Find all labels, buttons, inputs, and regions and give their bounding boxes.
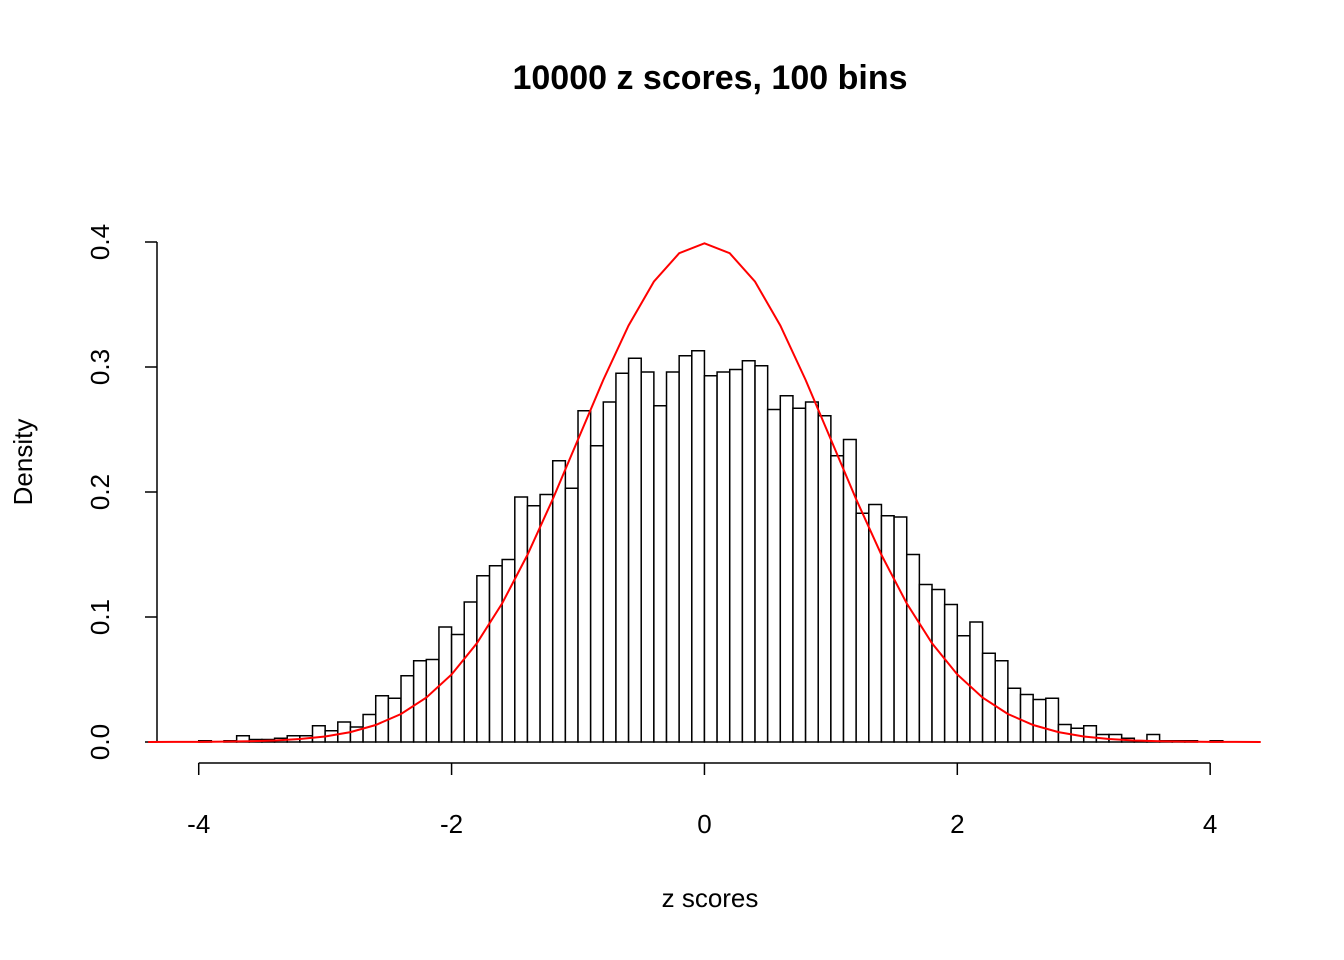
- y-tick-label: 0.4: [85, 224, 115, 260]
- y-tick-label: 0.1: [85, 599, 115, 635]
- bar: [956, 635, 971, 743]
- bar: [931, 588, 946, 743]
- bar: [488, 565, 503, 743]
- bar: [905, 553, 921, 743]
- bar: [754, 365, 769, 743]
- bar: [880, 515, 895, 743]
- bar: [678, 355, 693, 743]
- bar: [564, 487, 579, 743]
- bar: [463, 601, 478, 743]
- bar: [918, 583, 933, 743]
- bar: [539, 493, 554, 743]
- bar: [1032, 698, 1047, 743]
- x-tick-label: 4: [1203, 809, 1217, 839]
- bar: [830, 455, 845, 743]
- bar: [627, 357, 642, 743]
- bar: [640, 371, 655, 743]
- x-tick-label: -4: [187, 809, 210, 839]
- bar: [817, 415, 832, 743]
- bar: [602, 401, 617, 743]
- y-tick-label: 0.0: [85, 724, 115, 760]
- bar: [311, 725, 326, 743]
- bar: [653, 405, 668, 743]
- bar: [577, 410, 592, 743]
- bar: [716, 371, 731, 743]
- y-tick-label: 0.3: [85, 349, 115, 385]
- y-tick-label: 0.2: [85, 474, 115, 510]
- bar: [476, 575, 491, 743]
- x-axis-label: z scores: [662, 883, 759, 913]
- bar: [981, 652, 996, 743]
- x-tick-label: -2: [440, 809, 463, 839]
- bar: [615, 372, 630, 743]
- bar: [703, 375, 718, 743]
- bar: [1045, 697, 1060, 743]
- density-curve: [148, 242, 1261, 743]
- bar: [766, 408, 782, 743]
- bar: [1019, 693, 1034, 743]
- bar: [1082, 725, 1098, 743]
- bar: [665, 371, 680, 743]
- x-tick-label: 2: [950, 809, 964, 839]
- bar: [893, 516, 908, 743]
- bar: [425, 658, 440, 743]
- bar: [551, 460, 567, 743]
- bar: [804, 401, 819, 743]
- bar: [514, 496, 529, 743]
- bar: [855, 512, 870, 743]
- y-axis-label: Density: [8, 419, 38, 506]
- chart-title: 10000 z scores, 100 bins: [512, 59, 907, 97]
- x-tick-label: 0: [697, 809, 711, 839]
- bar: [691, 350, 706, 743]
- bar: [792, 407, 807, 743]
- bar: [969, 621, 984, 743]
- bar: [501, 558, 516, 743]
- bar: [589, 445, 605, 743]
- bar: [741, 360, 756, 743]
- bar: [728, 368, 744, 743]
- bar: [374, 695, 390, 743]
- bar: [779, 395, 794, 743]
- bar: [450, 633, 465, 743]
- bar: [387, 697, 402, 743]
- bar: [994, 660, 1009, 743]
